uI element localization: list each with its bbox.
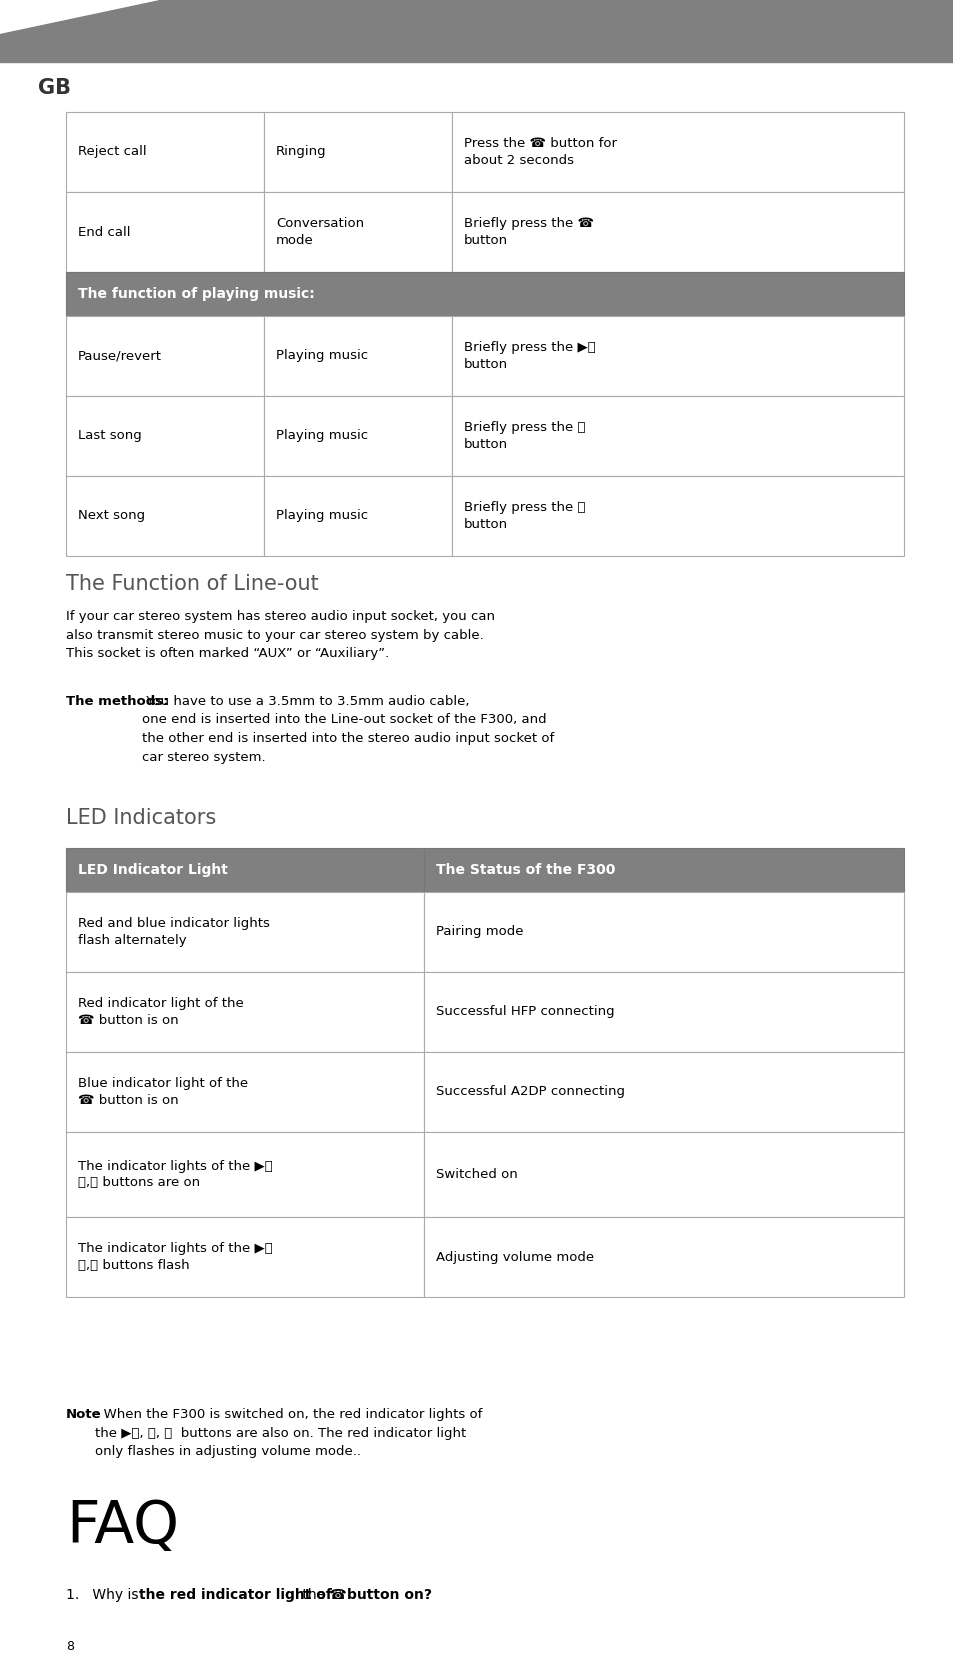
Bar [66, 476, 264, 556]
Text: The Status of the F300: The Status of the F300 [436, 863, 615, 877]
Text: LED Indicators: LED Indicators [66, 808, 216, 828]
Text: GB: GB [38, 78, 71, 99]
Bar [452, 396, 903, 476]
Text: Briefly press the ☎
button: Briefly press the ☎ button [463, 217, 594, 247]
Bar [66, 396, 264, 476]
Text: Playing music: Playing music [275, 509, 368, 523]
Text: Playing music: Playing music [275, 429, 368, 443]
Text: The Function of Line-out: The Function of Line-out [66, 574, 318, 595]
Text: The function of playing music:: The function of playing music: [78, 287, 314, 301]
Bar [423, 892, 903, 972]
Bar [423, 1217, 903, 1298]
Bar [423, 1052, 903, 1132]
Bar [423, 972, 903, 1052]
Bar [66, 1217, 423, 1298]
Text: If your car stereo system has stereo audio input socket, you can
also transmit s: If your car stereo system has stereo aud… [66, 610, 495, 660]
Bar [66, 848, 423, 892]
Bar [264, 192, 452, 272]
Bar [264, 112, 452, 192]
Bar [66, 112, 264, 192]
Bar [66, 1052, 423, 1132]
Text: LED Indicator Light: LED Indicator Light [78, 863, 228, 877]
Text: Briefly press the ⏮
button: Briefly press the ⏮ button [463, 421, 585, 451]
Bar [66, 1132, 423, 1217]
Text: Briefly press the ⏭
button: Briefly press the ⏭ button [463, 501, 585, 531]
Text: Blue indicator light of the
☎ button is on: Blue indicator light of the ☎ button is … [78, 1077, 248, 1107]
Bar [264, 476, 452, 556]
Text: You have to use a 3.5mm to 3.5mm audio cable,
one end is inserted into the Line-: You have to use a 3.5mm to 3.5mm audio c… [142, 695, 554, 763]
Text: Successful A2DP connecting: Successful A2DP connecting [436, 1086, 624, 1099]
Text: : When the F300 is switched on, the red indicator lights of
the ▶⏸, ⏭, ⏮  button: : When the F300 is switched on, the red … [95, 1408, 482, 1458]
Text: Playing music: Playing music [275, 349, 368, 362]
Bar [452, 112, 903, 192]
Text: 1.   Why is: 1. Why is [66, 1588, 143, 1602]
Text: FAQ: FAQ [66, 1498, 179, 1555]
Text: Conversation
mode: Conversation mode [275, 217, 364, 247]
Text: 8: 8 [66, 1640, 74, 1653]
Text: Reject call: Reject call [78, 145, 147, 159]
Bar [66, 972, 423, 1052]
Bar [264, 316, 452, 396]
Bar [452, 192, 903, 272]
Text: Adjusting volume mode: Adjusting volume mode [436, 1251, 594, 1264]
Text: The indicator lights of the ▶⏸
⏭,⏮ buttons flash: The indicator lights of the ▶⏸ ⏭,⏮ butto… [78, 1242, 273, 1273]
Bar [66, 892, 423, 972]
Bar [66, 316, 264, 396]
Bar [423, 1132, 903, 1217]
Bar [66, 192, 264, 272]
Text: Note: Note [66, 1408, 102, 1421]
Text: The indicator lights of the ▶⏸
⏭,⏮ buttons are on: The indicator lights of the ▶⏸ ⏭,⏮ butto… [78, 1159, 273, 1189]
Text: Last song: Last song [78, 429, 142, 443]
Bar [452, 316, 903, 396]
Text: The methods:: The methods: [66, 695, 169, 708]
Text: Briefly press the ▶⏸
button: Briefly press the ▶⏸ button [463, 341, 595, 371]
Text: Pairing mode: Pairing mode [436, 925, 523, 939]
Bar [452, 476, 903, 556]
Text: Next song: Next song [78, 509, 145, 523]
Text: Ringing: Ringing [275, 145, 326, 159]
Text: Pause/revert: Pause/revert [78, 349, 162, 362]
Text: button on?: button on? [346, 1588, 431, 1602]
Text: Successful HFP connecting: Successful HFP connecting [436, 1005, 614, 1019]
Text: End call: End call [78, 225, 131, 239]
Polygon shape [0, 0, 953, 62]
Text: the ☎: the ☎ [297, 1588, 355, 1602]
Bar [66, 272, 903, 316]
Text: Red and blue indicator lights
flash alternately: Red and blue indicator lights flash alte… [78, 917, 270, 947]
Text: Press the ☎ button for
about 2 seconds: Press the ☎ button for about 2 seconds [463, 137, 617, 167]
Bar [264, 396, 452, 476]
Bar [423, 848, 903, 892]
Text: Switched on: Switched on [436, 1167, 517, 1181]
Text: the red indicator light of: the red indicator light of [139, 1588, 332, 1602]
Text: Red indicator light of the
☎ button is on: Red indicator light of the ☎ button is o… [78, 997, 244, 1027]
